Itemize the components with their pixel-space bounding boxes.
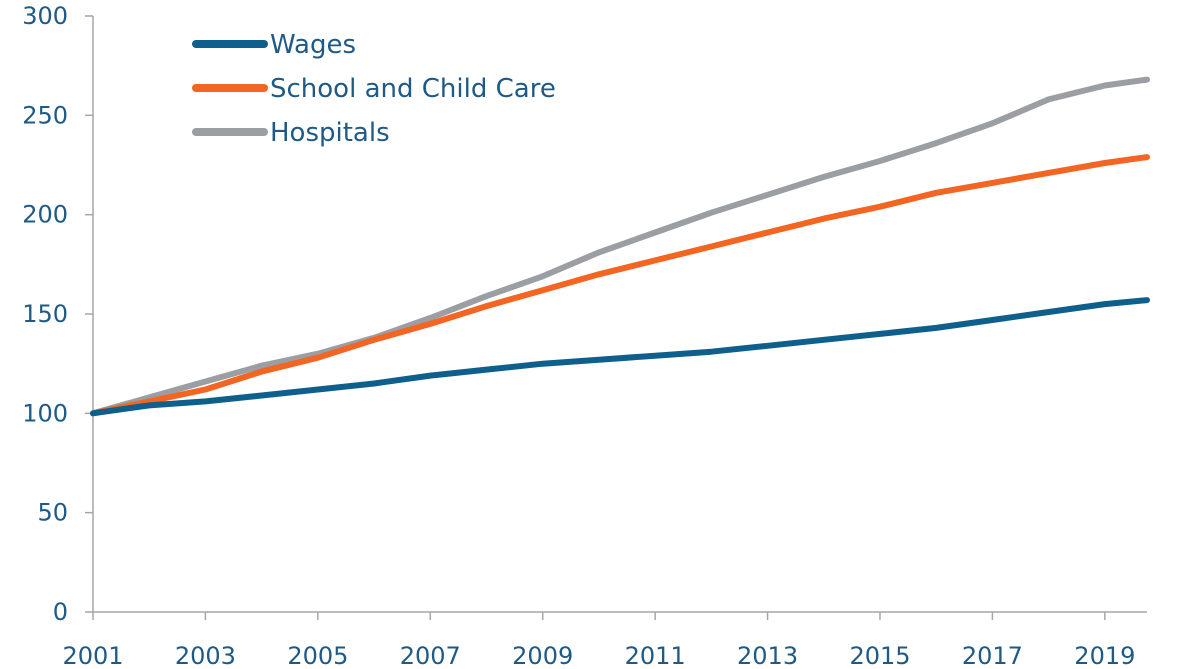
x-tick-label: 2013 xyxy=(737,642,798,669)
series-line-hospitals xyxy=(90,76,1150,417)
x-tick-label: 2019 xyxy=(1074,642,1135,669)
y-tick-label: 50 xyxy=(37,499,68,527)
axes xyxy=(92,16,1147,613)
y-tick-label: 0 xyxy=(53,598,68,626)
x-tick-label: 2011 xyxy=(625,642,686,669)
x-tick-label: 2017 xyxy=(962,642,1023,669)
y-tick-label: 300 xyxy=(22,2,68,30)
y-tick-label: 100 xyxy=(22,399,68,427)
legend: Wages School and Child Care Hospitals xyxy=(192,30,556,148)
x-tick-label: 2009 xyxy=(512,642,573,669)
legend-label: School and Child Care xyxy=(270,74,556,104)
x-tick-label: 2007 xyxy=(400,642,461,669)
x-tick-label: 2005 xyxy=(287,642,348,669)
series-line-wages xyxy=(90,297,1150,417)
x-tick-label: 2001 xyxy=(62,642,123,669)
series-layer xyxy=(90,76,1150,417)
x-axis-ticks: 2001 2003 2005 2007 2009 2011 2013 2015 2017 2019 xyxy=(62,612,1135,669)
series-line-school-and-child-care xyxy=(90,154,1150,417)
x-tick-label: 2003 xyxy=(175,642,236,669)
x-tick-label: 2015 xyxy=(849,642,910,669)
y-axis-ticks: 0 50 100 150 200 250 300 xyxy=(22,2,93,626)
legend-label: Hospitals xyxy=(270,118,390,148)
legend-label: Wages xyxy=(270,30,356,60)
y-tick-label: 250 xyxy=(22,101,68,129)
y-tick-label: 200 xyxy=(22,201,68,229)
y-tick-label: 150 xyxy=(22,300,68,328)
